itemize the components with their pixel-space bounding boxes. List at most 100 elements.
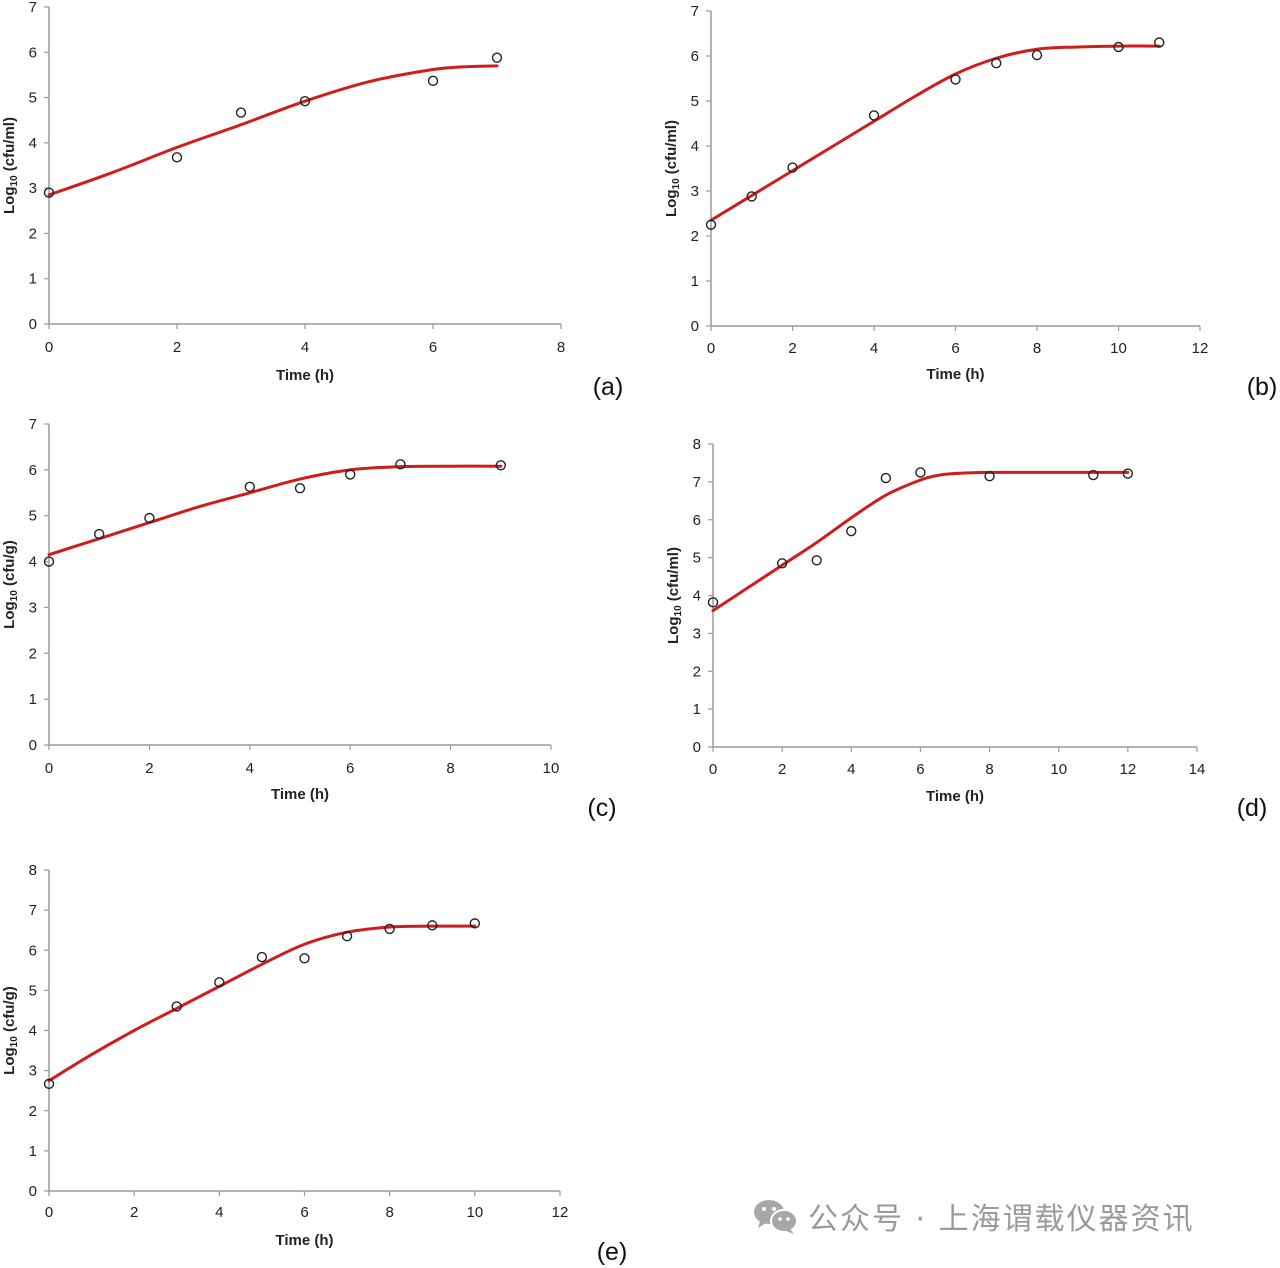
data-point: [294, 482, 306, 494]
data-point: [171, 1001, 182, 1012]
y-tick-label: 3: [29, 599, 37, 616]
y-axis-title-subscript: 10: [9, 590, 20, 602]
x-tick-label: 8: [385, 1204, 393, 1221]
x-tick-label: 4: [215, 1204, 223, 1221]
x-tick-label: 12: [1120, 761, 1137, 778]
fit-curve: [711, 470, 1130, 613]
y-tick-label: 5: [693, 550, 701, 567]
x-tick-label: 14: [1189, 761, 1206, 778]
data-point: [43, 556, 55, 567]
y-tick-label: 0: [693, 739, 701, 756]
data-point: [384, 923, 395, 935]
data-point: [991, 58, 1002, 69]
y-tick-label: 4: [29, 1023, 37, 1040]
y-axis-title-unit: (cfu/ml): [1, 117, 18, 175]
watermark-text: 公众号 · 上海谓载仪器资讯: [808, 1202, 1195, 1237]
x-tick-label: 8: [985, 761, 993, 778]
data-point: [746, 191, 757, 202]
x-tick-label: 0: [45, 760, 53, 777]
fit-curve: [47, 64, 499, 197]
x-tick-label: 10: [543, 760, 560, 777]
y-axis-title: Log10 (cfu/ml): [663, 120, 682, 217]
y-axis-title-main: Log: [1, 1047, 18, 1075]
data-point: [1088, 469, 1099, 481]
x-tick-label: 0: [45, 339, 53, 356]
x-tick-label: 0: [707, 340, 715, 357]
y-tick-label: 4: [29, 554, 37, 571]
y-axis-title: Log10 (cfu/g): [1, 986, 20, 1075]
y-tick-label: 1: [29, 271, 37, 288]
data-point: [244, 481, 256, 493]
data-point: [43, 1078, 55, 1090]
y-axis-title: Log10 (cfu/ml): [1, 117, 20, 214]
data-point: [299, 95, 311, 107]
x-tick-label: 8: [557, 339, 565, 356]
data-point: [491, 52, 503, 63]
x-tick-label: 2: [145, 760, 153, 777]
x-tick-label: 4: [847, 761, 855, 778]
x-tick-label: 4: [246, 760, 254, 777]
y-tick-label: 1: [29, 1143, 37, 1160]
y-axis-title-main: Log: [663, 189, 680, 217]
y-tick-label: 3: [29, 180, 37, 197]
y-tick-label: 0: [29, 316, 37, 333]
x-tick-label: 12: [1192, 340, 1209, 357]
x-tick-label: 10: [1110, 340, 1127, 357]
watermark: 公众号 · 上海谓载仪器资讯: [752, 1194, 1195, 1238]
y-axis-title-main: Log: [1, 601, 18, 629]
y-axis-title-subscript: 10: [9, 175, 20, 187]
data-point: [846, 525, 857, 537]
chart-panel-a: 0 1 2 3 4 5 6 7 0 2 4 6 8 Time (h) Log10 (cfu/ml) (a): [1, 0, 623, 401]
y-tick-label: 4: [691, 138, 699, 155]
panel-label: (c): [587, 794, 616, 822]
y-tick-label: 7: [29, 0, 37, 16]
data-point: [299, 953, 310, 964]
x-tick-label: 0: [709, 761, 717, 778]
fit-curve: [47, 464, 503, 557]
data-point: [171, 152, 183, 163]
y-tick-label: 3: [691, 183, 699, 200]
x-tick-label: 6: [916, 761, 924, 778]
x-tick-label: 4: [301, 339, 309, 356]
data-point: [880, 472, 892, 484]
data-point: [811, 555, 822, 566]
x-axis-title: Time (h): [926, 788, 984, 805]
data-point: [427, 920, 438, 931]
x-tick-label: 6: [346, 760, 354, 777]
y-axis-title-unit: (cfu/g): [1, 986, 18, 1036]
x-tick-label: 4: [870, 340, 878, 357]
data-point: [93, 528, 105, 540]
x-tick-label: 2: [130, 1204, 138, 1221]
y-tick-label: 1: [29, 691, 37, 708]
y-tick-label: 4: [693, 588, 701, 605]
y-tick-label: 2: [693, 663, 701, 680]
fit-curve: [709, 44, 1161, 222]
x-tick-label: 12: [552, 1204, 569, 1221]
x-axis-title: Time (h): [271, 786, 329, 803]
y-tick-label: 4: [29, 135, 37, 152]
y-tick-label: 7: [29, 902, 37, 919]
data-point: [495, 460, 506, 471]
panel-label: (e): [597, 1238, 628, 1266]
data-point: [256, 951, 268, 963]
y-tick-label: 6: [29, 462, 37, 479]
y-axis-title-subscript: 10: [671, 178, 682, 190]
x-tick-label: 6: [300, 1204, 308, 1221]
data-point: [787, 162, 798, 173]
y-tick-label: 6: [693, 512, 701, 529]
x-tick-label: 6: [429, 339, 437, 356]
y-tick-label: 0: [691, 318, 699, 335]
data-point: [776, 558, 788, 569]
x-tick-label: 8: [1033, 340, 1041, 357]
x-axis-title: Time (h): [275, 1232, 333, 1249]
y-axis-title: Log10 (cfu/g): [1, 540, 20, 629]
data-point: [395, 459, 406, 470]
panel-label: (b): [1247, 373, 1278, 401]
y-tick-label: 5: [691, 93, 699, 110]
y-tick-label: 3: [693, 625, 701, 642]
x-tick-label: 6: [951, 340, 959, 357]
data-point: [950, 74, 961, 85]
